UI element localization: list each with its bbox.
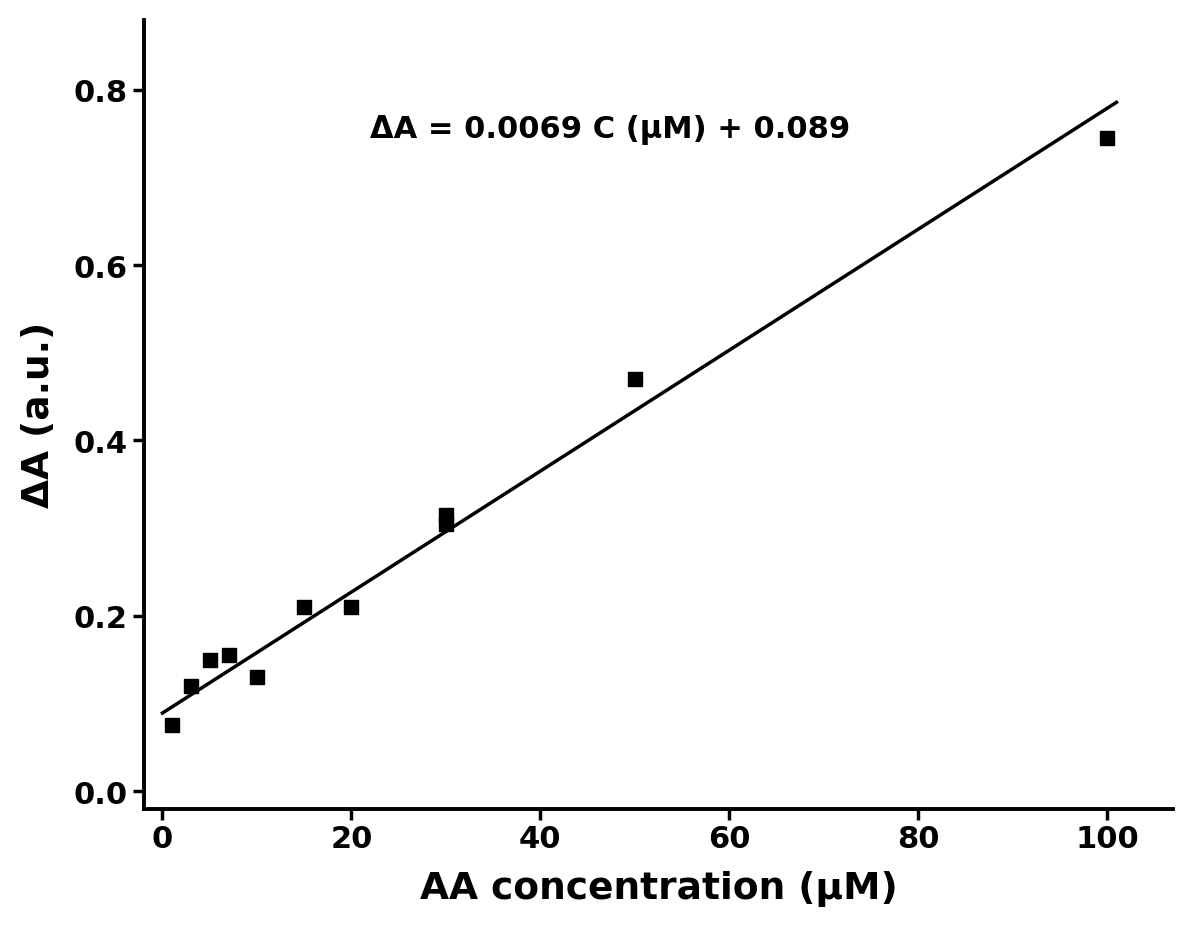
Point [181,679,201,693]
Point [247,670,266,685]
Text: ΔA = 0.0069 C (μM) + 0.089: ΔA = 0.0069 C (μM) + 0.089 [370,115,850,146]
Point [219,648,238,663]
Point [1097,132,1116,146]
Point [436,516,455,531]
Point [626,373,645,387]
Point [341,600,361,615]
Point [436,508,455,523]
Point [162,718,181,733]
Point [201,653,220,667]
X-axis label: AA concentration (μM): AA concentration (μM) [419,870,897,907]
Point [295,600,314,615]
Y-axis label: ΔA (a.u.): ΔA (a.u.) [20,322,57,508]
